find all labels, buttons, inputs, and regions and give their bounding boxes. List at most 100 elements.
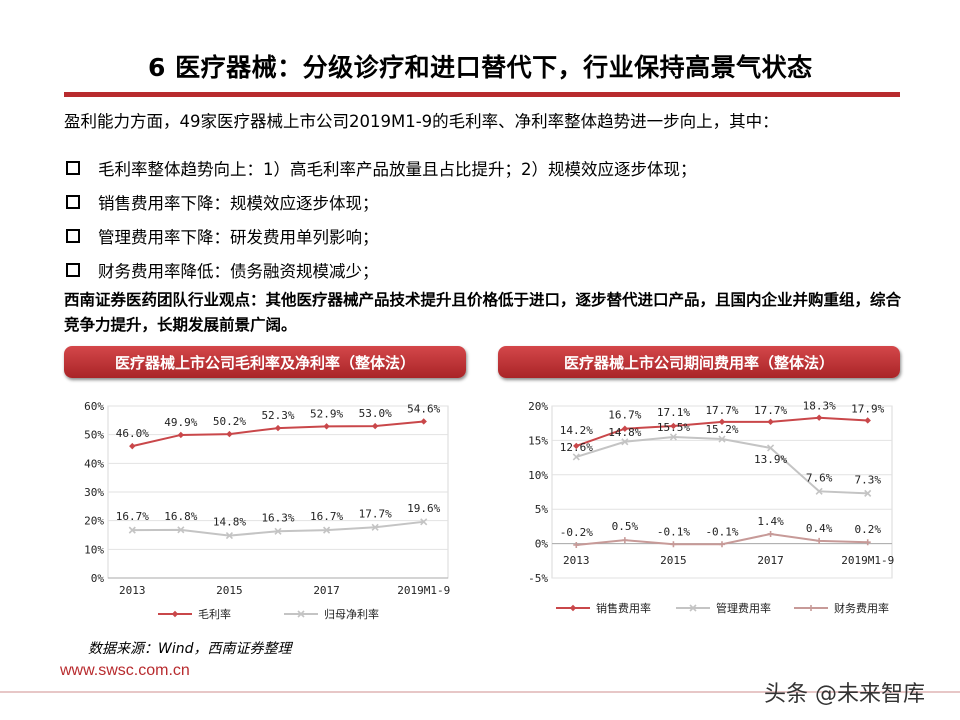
- x-tick-label: 2013: [563, 554, 590, 567]
- team-viewpoint: 西南证券医药团队行业观点：其他医疗器械产品技术提升且价格低于进口，逐步替代进口产…: [64, 291, 902, 334]
- data-label: 7.3%: [854, 473, 881, 486]
- data-point: [323, 423, 330, 430]
- data-point: [670, 541, 677, 548]
- series-line: [575, 435, 868, 495]
- data-label: 52.3%: [261, 409, 294, 422]
- y-tick-label: 60%: [84, 400, 104, 413]
- margin-chart: 0% 10% 20% 30% 40% 50% 60% 2013 2015 2017 2019M1-9…: [84, 400, 450, 621]
- legend-label: 销售费用率: [596, 601, 651, 615]
- data-point: [128, 526, 136, 534]
- data-point: [129, 442, 136, 450]
- data-label: 18.3%: [803, 400, 836, 413]
- data-point: [816, 537, 823, 544]
- y-tick-label: 10%: [528, 469, 548, 482]
- y-tick-label: 40%: [84, 457, 104, 470]
- y-tick-label: -5%: [528, 572, 548, 585]
- y-tick-label: 20%: [84, 515, 104, 528]
- data-label: 53.0%: [359, 407, 392, 420]
- data-point: [621, 537, 628, 544]
- bullet-item: 财务费用率降低：债务融资规模减少；: [64, 258, 697, 292]
- data-label: 14.2%: [560, 424, 593, 437]
- legend-marker: [297, 610, 305, 618]
- data-label: -0.1%: [657, 525, 690, 538]
- data-point: [274, 424, 282, 432]
- data-point: [815, 487, 823, 495]
- bullet-item: 管理费用率下降：研发费用单列影响；: [64, 224, 697, 258]
- y-tick-label: 10%: [84, 543, 104, 556]
- y-tick-label: 0%: [91, 572, 105, 585]
- data-label: 14.8%: [213, 516, 246, 529]
- data-label: 12.6%: [560, 441, 593, 454]
- legend-marker: [569, 604, 577, 612]
- data-point: [573, 541, 580, 548]
- data-label: 16.3%: [261, 511, 294, 524]
- chart2-title: 医疗器械上市公司期间费用率（整体法）: [498, 346, 900, 378]
- legend-marker: [171, 610, 179, 618]
- data-label: 17.9%: [851, 402, 884, 415]
- data-label: 7.6%: [806, 471, 833, 484]
- data-label: 16.7%: [116, 510, 149, 523]
- legend-label: 财务费用率: [834, 601, 889, 615]
- data-point: [371, 422, 379, 430]
- y-tick-label: 50%: [84, 429, 104, 442]
- legend-marker: [808, 605, 814, 611]
- data-label: -0.1%: [705, 525, 738, 538]
- page-title: 6 医疗器械：分级诊疗和进口替代下，行业保持高景气状态: [148, 53, 813, 82]
- data-point: [274, 527, 282, 535]
- data-point: [225, 532, 233, 540]
- data-point: [815, 414, 823, 421]
- data-label: 0.2%: [854, 523, 881, 536]
- legend-label: 管理费用率: [716, 601, 771, 615]
- data-label: 46.0%: [116, 427, 149, 440]
- data-point: [864, 417, 871, 424]
- footer-divider: [0, 691, 960, 693]
- bullet-item: 销售费用率下降：规模效应逐步体现；: [64, 190, 697, 224]
- intro-text: 盈利能力方面，49家医疗器械上市公司2019M1-9的毛利率、净利率整体趋势进一…: [64, 112, 779, 131]
- legend-marker: [689, 604, 697, 612]
- y-tick-label: 0%: [535, 538, 549, 551]
- x-tick-label: 2015: [216, 584, 243, 597]
- data-point: [669, 433, 677, 441]
- bullet-item: 毛利率整体趋势向上：1）高毛利率产品放量且占比提升；2）规模效应逐步体现；: [64, 156, 697, 190]
- data-label: 0.4%: [806, 522, 833, 535]
- data-point: [371, 523, 379, 531]
- legend-label: 归母净利率: [324, 607, 379, 621]
- data-point: [572, 453, 580, 461]
- x-tick-label: 2019M1-9: [397, 584, 450, 597]
- data-label: 16.8%: [164, 510, 197, 523]
- data-label: 16.7%: [310, 510, 343, 523]
- x-tick-label: 2013: [119, 584, 145, 597]
- y-tick-label: 30%: [84, 486, 104, 499]
- data-label: 0.5%: [612, 520, 639, 533]
- square-bullet-icon: [66, 161, 80, 175]
- x-tick-label: 2017: [757, 554, 784, 567]
- data-label: 17.7%: [705, 404, 738, 417]
- data-point: [177, 526, 185, 534]
- website-link[interactable]: www.swsc.com.cn: [60, 662, 190, 679]
- data-point: [767, 530, 774, 537]
- data-point: [767, 418, 774, 426]
- data-point: [864, 489, 872, 497]
- data-label: 49.9%: [164, 416, 197, 429]
- bullet-list: 毛利率整体趋势向上：1）高毛利率产品放量且占比提升；2）规模效应逐步体现； 销售…: [64, 156, 697, 292]
- square-bullet-icon: [66, 229, 80, 243]
- square-bullet-icon: [66, 263, 80, 277]
- data-label: 15.5%: [657, 421, 690, 434]
- data-label: 17.7%: [359, 507, 392, 520]
- data-point: [420, 518, 428, 526]
- data-label: 14.8%: [608, 426, 641, 439]
- data-label: 54.6%: [407, 402, 440, 415]
- data-point: [864, 539, 871, 546]
- y-tick-label: 15%: [528, 434, 548, 447]
- data-label: 52.9%: [310, 407, 343, 420]
- data-point: [718, 435, 726, 443]
- data-label: -0.2%: [560, 526, 593, 539]
- data-label: 16.7%: [608, 409, 641, 422]
- data-label: 19.6%: [407, 502, 440, 515]
- data-point: [226, 430, 233, 438]
- data-point: [177, 431, 185, 439]
- data-point: [621, 438, 629, 446]
- y-tick-label: 5%: [535, 503, 549, 516]
- title-underline: [64, 92, 900, 97]
- expense-ratio-chart: -5% 0% 5% 10% 15% 20% 2013 2015 2017 2019M1-9 14.2…: [528, 400, 894, 615]
